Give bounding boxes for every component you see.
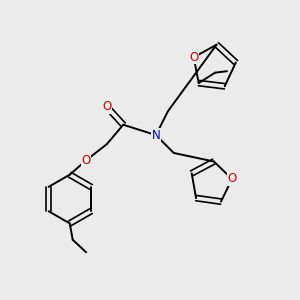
Text: O: O (189, 51, 198, 64)
Text: O: O (82, 154, 91, 167)
Text: N: N (152, 129, 160, 142)
Text: O: O (102, 100, 112, 113)
Text: O: O (227, 172, 237, 185)
